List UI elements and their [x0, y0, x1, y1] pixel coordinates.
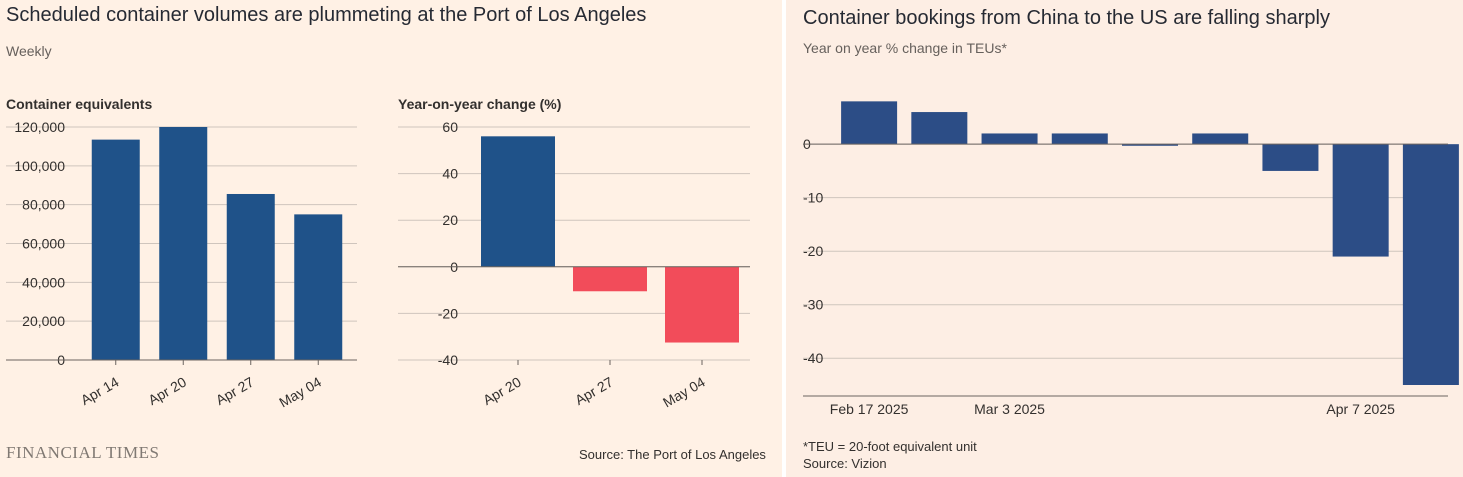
y-tick-label: -40 — [803, 350, 823, 366]
panel-divider — [782, 0, 786, 477]
y-tick-label: 60,000 — [22, 236, 65, 252]
y-tick-label: 100,000 — [14, 158, 65, 174]
y-tick-label: -20 — [803, 243, 823, 259]
left-panel: Scheduled container volumes are plummeti… — [6, 4, 766, 462]
y-tick-label: -30 — [803, 297, 823, 313]
y-tick-label: 60 — [442, 119, 458, 135]
bar — [981, 133, 1038, 145]
y-tick-label: 20,000 — [22, 313, 65, 329]
right-chart-title: Container bookings from China to the US … — [803, 7, 1330, 29]
volume-axis-title: Container equivalents — [6, 96, 153, 112]
bar — [1402, 144, 1459, 385]
yoy-axis-title: Year-on-year change (%) — [398, 96, 562, 112]
bar — [91, 139, 140, 360]
y-tick-label: 80,000 — [22, 197, 65, 213]
volume-bar-chart: 020,00040,00060,00080,000100,000120,000A… — [6, 119, 357, 410]
bar — [841, 101, 898, 145]
y-tick-label: -10 — [803, 190, 823, 206]
bar — [1051, 133, 1108, 145]
bar — [1332, 144, 1389, 257]
y-tick-label: 120,000 — [14, 119, 65, 135]
left-chart-subtitle: Weekly — [6, 43, 52, 59]
x-tick-label: Apr 27 — [572, 374, 616, 409]
y-tick-label: 40,000 — [22, 274, 65, 290]
bar — [226, 193, 275, 360]
bar — [665, 266, 739, 343]
x-tick-label: Apr 20 — [480, 374, 524, 409]
x-tick-label: Feb 17 2025 — [830, 401, 909, 417]
financial-times-logo: FINANCIAL TIMES — [6, 443, 160, 462]
right-panel: Container bookings from China to the US … — [786, 0, 1463, 477]
left-chart-title: Scheduled container volumes are plummeti… — [6, 4, 647, 26]
right-chart-subtitle: Year on year % change in TEUs* — [803, 40, 1007, 56]
x-tick-label: Apr 7 2025 — [1326, 401, 1395, 417]
left-source-note: Source: The Port of Los Angeles — [579, 447, 766, 462]
x-tick-label: Mar 3 2025 — [974, 401, 1045, 417]
bar — [573, 266, 647, 292]
bar — [159, 127, 208, 360]
bar — [481, 136, 555, 267]
y-tick-label: 20 — [442, 212, 458, 228]
y-tick-label: -20 — [438, 305, 458, 321]
bar — [1122, 144, 1178, 146]
right-source-note: Source: Vizion — [803, 456, 887, 471]
y-tick-label: 40 — [442, 166, 458, 182]
bar — [911, 112, 968, 145]
bar — [1192, 133, 1249, 145]
teu-footnote: *TEU = 20-foot equivalent unit — [803, 439, 977, 454]
bar — [1262, 144, 1319, 171]
x-tick-label: May 04 — [660, 374, 708, 411]
y-tick-label: -40 — [438, 352, 458, 368]
bar — [294, 214, 343, 360]
